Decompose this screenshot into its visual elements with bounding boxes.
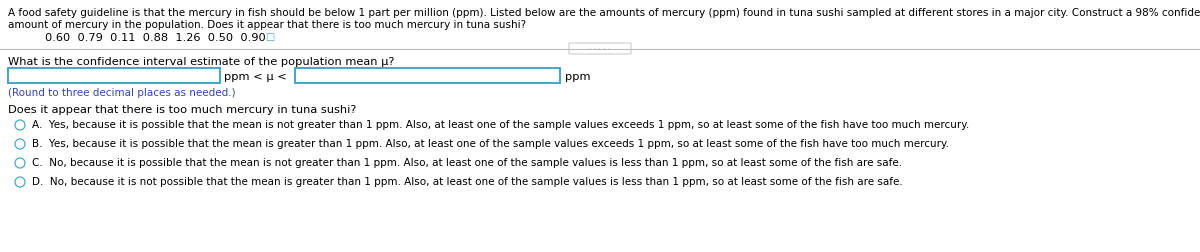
FancyBboxPatch shape — [8, 69, 220, 84]
Text: amount of mercury in the population. Does it appear that there is too much mercu: amount of mercury in the population. Doe… — [8, 20, 526, 30]
Text: (Round to three decimal places as needed.): (Round to three decimal places as needed… — [8, 88, 235, 98]
FancyBboxPatch shape — [569, 44, 631, 55]
Text: ppm < μ <: ppm < μ < — [224, 71, 287, 81]
Text: D.  No, because it is not possible that the mean is greater than 1 ppm. Also, at: D. No, because it is not possible that t… — [32, 176, 902, 186]
Text: Does it appear that there is too much mercury in tuna sushi?: Does it appear that there is too much me… — [8, 105, 356, 115]
Text: □: □ — [265, 32, 275, 42]
Text: A food safety guideline is that the mercury in fish should be below 1 part per m: A food safety guideline is that the merc… — [8, 8, 1200, 18]
Text: C.  No, because it is possible that the mean is not greater than 1 ppm. Also, at: C. No, because it is possible that the m… — [32, 158, 902, 167]
Text: · · · · ·: · · · · · — [589, 45, 611, 54]
Text: What is the confidence interval estimate of the population mean μ?: What is the confidence interval estimate… — [8, 57, 395, 67]
Text: ppm: ppm — [565, 71, 590, 81]
Text: B.  Yes, because it is possible that the mean is greater than 1 ppm. Also, at le: B. Yes, because it is possible that the … — [32, 138, 949, 148]
Text: 0.60  0.79  0.11  0.88  1.26  0.50  0.90: 0.60 0.79 0.11 0.88 1.26 0.50 0.90 — [46, 33, 265, 43]
FancyBboxPatch shape — [295, 69, 560, 84]
Text: A.  Yes, because it is possible that the mean is not greater than 1 ppm. Also, a: A. Yes, because it is possible that the … — [32, 119, 970, 130]
